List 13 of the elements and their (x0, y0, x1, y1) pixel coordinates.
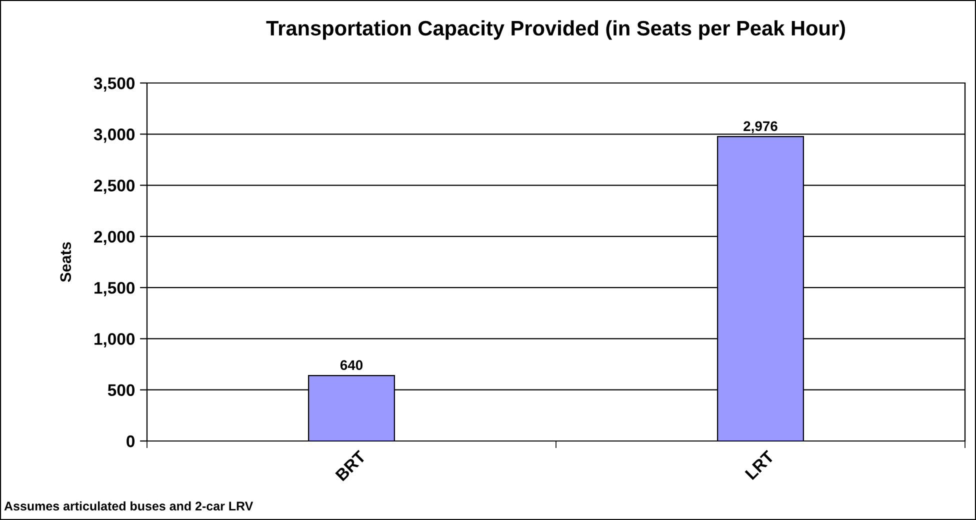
y-tick-label: 0 (126, 435, 135, 448)
y-tick-label: 1,500 (94, 282, 135, 296)
y-tick-label: 3,500 (94, 77, 135, 92)
y-tick-label: 3,000 (94, 128, 135, 143)
y-axis-title: Seats (60, 242, 72, 282)
y-tick-label: 500 (108, 384, 135, 396)
y-tick-label: 1,000 (94, 333, 135, 348)
data-label: 2,976 (744, 121, 778, 134)
text: Assumes articulated buses and 2-car LRV (4, 501, 254, 511)
chart-title: Transportation Capacity Provided (in Seats per Peak Hour) (266, 20, 845, 40)
y-tick-label: 2,000 (94, 230, 135, 246)
y-tick-label: 2,500 (94, 180, 135, 194)
data-label: 640 (340, 360, 363, 370)
